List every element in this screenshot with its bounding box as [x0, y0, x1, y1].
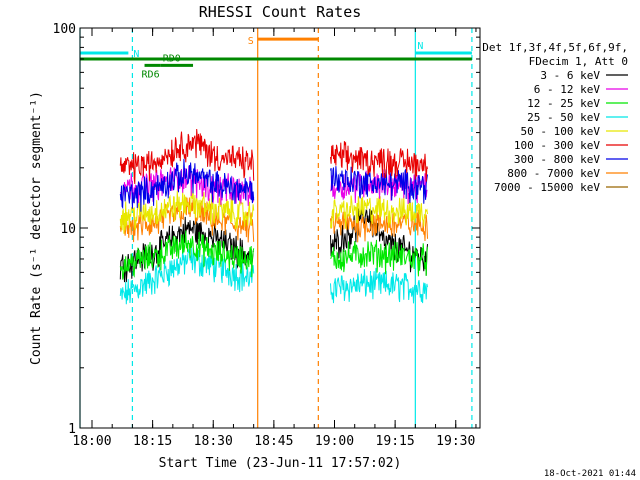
plot-frame: [79, 27, 481, 429]
series-line-3-seg2: [330, 267, 428, 304]
x-tick-label: 19:00: [315, 434, 354, 449]
series-line-4-seg1: [119, 188, 255, 234]
x-axis: 18:00 18:15 18:30 18:45 19:00 19:15 19:30: [72, 28, 477, 449]
y-axis-label: Count Rate (s⁻¹ detector segment⁻¹): [29, 91, 44, 365]
x-tick-label: 18:30: [194, 434, 233, 449]
legend-header: FDecim 1, Att 0: [529, 55, 628, 68]
series-line-7-seg2: [330, 209, 428, 243]
x-tick-label: 18:15: [133, 434, 172, 449]
legend-entry-label: 7000 - 15000 keV: [494, 181, 600, 194]
x-axis-label: Start Time (23-Jun-11 17:57:02): [159, 456, 402, 471]
legend-entry-label: 25 - 50 keV: [527, 111, 600, 124]
series-line-7-seg1: [119, 197, 255, 243]
x-tick-label: 18:45: [254, 434, 293, 449]
x-tick-label: 19:30: [436, 434, 475, 449]
annotation-label-1: N: [417, 41, 423, 52]
legend-header: Det 1f,3f,4f,5f,6f,9f,: [482, 41, 628, 54]
legend-entry-label: 3 - 6 keV: [540, 69, 600, 82]
annotation-label-4: S: [248, 36, 254, 47]
chart-title: RHESSI Count Rates: [199, 3, 362, 21]
annotation-label-0: N: [133, 49, 139, 60]
y-tick-label: 1: [68, 422, 76, 437]
series-line-2-seg1: [119, 230, 255, 280]
annotation-label-3: RD6: [142, 69, 160, 80]
legend-entry-label: 300 - 800 keV: [514, 153, 600, 166]
legend-entry-label: 12 - 25 keV: [527, 97, 600, 110]
y-axis: 1 10 100: [53, 22, 480, 437]
plot-area: NNRD0RD6S: [79, 28, 473, 428]
series-line-3-seg1: [119, 247, 255, 305]
x-tick-label: 19:15: [376, 434, 415, 449]
series-line-6-seg2: [330, 166, 428, 204]
legend: Det 1f,3f,4f,5f,6f,9f,FDecim 1, Att 03 -…: [482, 41, 628, 194]
legend-entry-label: 800 - 7000 keV: [507, 167, 600, 180]
series-line-2-seg2: [330, 239, 428, 277]
y-tick-label: 100: [53, 22, 76, 37]
legend-entry-label: 100 - 300 keV: [514, 139, 600, 152]
series-line-5-seg1: [119, 128, 255, 185]
series-line-5-seg2: [330, 141, 428, 182]
x-tick-label: 18:00: [72, 434, 111, 449]
footer-timestamp: 18-Oct-2021 01:44: [544, 469, 636, 479]
y-tick-label: 10: [60, 222, 76, 237]
series-line-1-seg1: [119, 165, 255, 206]
legend-entry-label: 6 - 12 keV: [534, 83, 601, 96]
series-line-6-seg1: [119, 158, 255, 212]
legend-entry-label: 50 - 100 keV: [521, 125, 601, 138]
